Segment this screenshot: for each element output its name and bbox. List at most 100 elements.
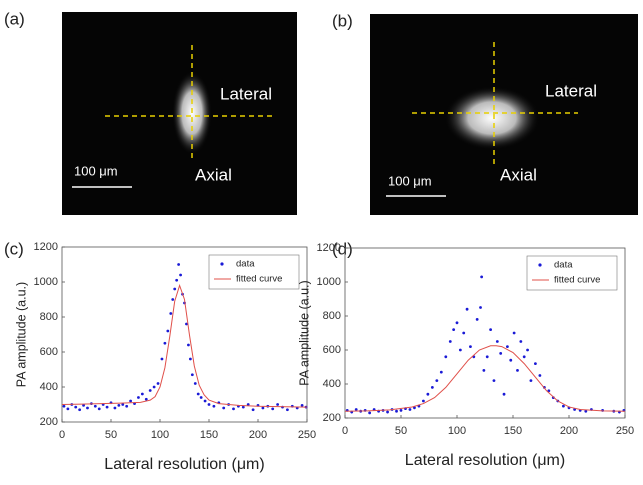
data-point <box>93 404 97 408</box>
scale-bar-label: 100 μm <box>388 173 432 188</box>
data-point <box>199 396 203 399</box>
legend-label: fitted curve <box>554 275 600 286</box>
legend-label: data <box>236 259 255 270</box>
data-point <box>163 341 167 345</box>
data-point <box>113 406 117 410</box>
data-point <box>458 348 462 352</box>
legend-label: data <box>554 260 573 271</box>
y-tick-label: 800 <box>323 310 341 322</box>
data-point <box>465 307 469 311</box>
y-tick-label: 400 <box>40 381 58 393</box>
y-tick-label: 800 <box>40 311 58 323</box>
legend-label: fitted curve <box>236 274 282 285</box>
data-point <box>185 322 188 326</box>
data-point <box>144 397 148 401</box>
data-point <box>117 403 121 407</box>
data-point <box>241 405 245 409</box>
data-point <box>475 318 479 321</box>
data-point <box>188 357 192 361</box>
data-point <box>506 345 509 348</box>
data-point <box>286 408 289 412</box>
data-point <box>413 406 416 410</box>
data-point <box>232 407 235 411</box>
data-point <box>435 379 439 382</box>
data-point <box>177 263 181 266</box>
data-point <box>512 331 516 335</box>
x-tick-label: 150 <box>504 425 522 437</box>
data-point <box>489 328 492 331</box>
data-point <box>479 306 482 309</box>
data-point <box>455 321 459 325</box>
data-point <box>152 385 156 389</box>
plot-frame <box>344 247 626 419</box>
data-point <box>62 404 66 408</box>
x-tick-label: 200 <box>560 425 578 437</box>
data-point <box>74 405 78 409</box>
axial-label: Axial <box>500 165 537 184</box>
data-point <box>538 374 542 377</box>
data-point <box>354 408 358 411</box>
lateral-label: Lateral <box>220 84 272 103</box>
data-point <box>499 352 503 355</box>
fitted-curve <box>61 283 308 408</box>
data-point <box>193 382 197 385</box>
data-point <box>519 340 523 343</box>
y-tick-label: 1200 <box>317 242 341 254</box>
x-axis-title: Lateral resolution (μm) <box>104 456 264 473</box>
data-point <box>395 409 398 413</box>
data-point <box>526 348 529 352</box>
data-point <box>175 278 179 282</box>
data-point <box>399 408 403 412</box>
panel-label: (a) <box>4 9 25 28</box>
data-point <box>66 407 70 411</box>
legend <box>526 255 618 291</box>
data-point <box>534 362 537 365</box>
x-axis-title: Lateral resolution (μm) <box>405 452 565 469</box>
y-tick-label: 1000 <box>34 276 58 288</box>
data-point <box>509 358 513 362</box>
data-point <box>408 408 412 411</box>
data-point <box>276 403 279 406</box>
data-point <box>439 370 443 374</box>
data-point <box>368 411 372 415</box>
x-tick-label: 150 <box>200 429 218 441</box>
fitted-curve <box>344 345 626 412</box>
data-point <box>529 379 533 382</box>
x-tick-label: 50 <box>105 429 117 441</box>
lateral-label: Lateral <box>545 81 597 100</box>
data-point <box>160 357 164 361</box>
data-point <box>137 396 140 399</box>
data-point <box>502 392 506 396</box>
spot <box>172 71 212 155</box>
data-point <box>492 379 496 382</box>
data-point <box>261 406 265 410</box>
data-point <box>246 403 250 406</box>
x-tick-label: 0 <box>342 425 348 437</box>
data-point <box>422 399 425 403</box>
y-tick-label: 1200 <box>34 241 58 253</box>
data-point <box>97 407 101 411</box>
data-point <box>187 343 190 347</box>
data-point <box>82 403 85 407</box>
data-point <box>179 273 182 277</box>
data-point <box>562 404 565 408</box>
data-point <box>485 355 489 359</box>
scale-bar-label: 100 μm <box>74 163 118 178</box>
data-point <box>430 386 434 389</box>
data-point <box>78 408 82 412</box>
data-point <box>547 389 551 393</box>
data-point <box>444 355 448 359</box>
data-point <box>166 329 170 333</box>
data-point <box>222 406 226 410</box>
data-point <box>86 406 89 410</box>
panel-label: (d) <box>332 239 353 258</box>
data-point <box>171 298 175 301</box>
legend-swatch <box>220 262 224 266</box>
data-point <box>480 275 484 279</box>
x-tick-label: 200 <box>249 429 267 441</box>
y-axis-title: PA amplitude (a.u.) <box>14 282 28 387</box>
axial-label: Axial <box>195 165 232 184</box>
data-point <box>469 345 472 348</box>
data-point <box>495 340 499 343</box>
plot-frame <box>61 246 308 423</box>
